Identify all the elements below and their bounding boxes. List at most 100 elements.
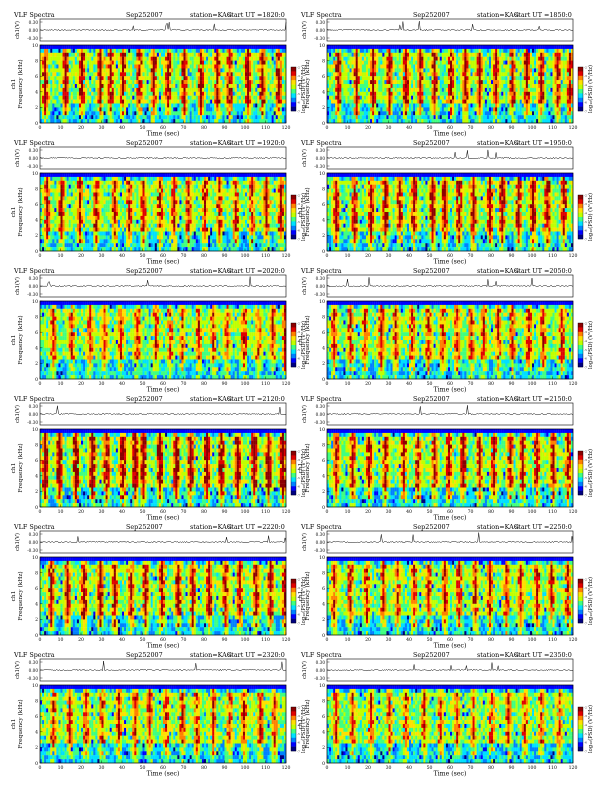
panel-station: station=KAG (190, 651, 232, 659)
colorbar-tick-label: -3 (297, 586, 300, 590)
x-tick-label: 40 (406, 509, 412, 515)
waveform-tick-label: -0.30 (314, 548, 325, 553)
colorbar-segment (578, 477, 583, 482)
y-axis-label: Frequency (kHz) (17, 699, 24, 748)
spectrogram-cells (327, 45, 573, 123)
colorbar-segment (578, 341, 583, 346)
colorbar-tick-label: -6 (297, 229, 300, 233)
x-tick-label: 50 (140, 509, 146, 515)
waveform-axis-label: ch1(V) (301, 533, 308, 551)
colorbar-tick-label: -7 (584, 237, 587, 241)
y-tick-label: 4 (35, 730, 38, 736)
x-tick-label: 100 (528, 509, 537, 515)
y-tick-label: 8 (35, 186, 38, 192)
waveform-axis-label: ch1(V) (301, 277, 308, 295)
waveform-tick-label: -0.30 (27, 292, 38, 297)
panel-start-time: start UT =2120:0 (228, 395, 285, 403)
colorbar-segment (578, 579, 583, 584)
colorbar-segment (291, 341, 296, 346)
panel-date: Sep252007 (126, 395, 163, 403)
x-tick-label: 20 (365, 381, 371, 387)
x-tick-label: 110 (548, 765, 557, 771)
colorbar-segment (291, 204, 296, 209)
colorbar-tick-label: -5 (584, 732, 587, 736)
x-tick-label: 20 (365, 765, 371, 771)
colorbar-tick-label: -7 (584, 621, 587, 625)
y-tick-label: 2 (35, 745, 38, 751)
y-tick-label: 8 (35, 58, 38, 64)
y-tick-label: 8 (322, 570, 325, 576)
x-tick-label: 40 (119, 253, 125, 259)
y-tick-label: 6 (322, 330, 325, 336)
colorbar-segment (291, 226, 296, 231)
colorbar-segment (291, 460, 296, 465)
colorbar-tick-label: -7 (297, 749, 300, 753)
colorbar-segment (578, 716, 583, 721)
colorbar-tick-label: -3 (584, 586, 587, 590)
x-tick-label: 30 (386, 253, 392, 259)
y-tick-label: 2 (35, 617, 38, 623)
y-tick-label: 6 (322, 74, 325, 80)
x-tick-label: 100 (528, 765, 537, 771)
colorbar-tick-label: -5 (584, 476, 587, 480)
colorbar-segment (291, 733, 296, 738)
colorbar-tick-label: -4 (584, 595, 587, 599)
x-tick-label: 70 (468, 509, 474, 515)
colorbar-segment (291, 451, 296, 456)
x-tick-label: 110 (548, 637, 557, 643)
colorbar-tick-label: -6 (584, 741, 587, 745)
x-tick-label: 70 (181, 765, 187, 771)
x-tick-label: 0 (39, 125, 42, 131)
panel-start-time: start UT =1950:0 (515, 139, 572, 147)
waveform-tick-label: -0.30 (314, 420, 325, 425)
colorbar-segment (291, 742, 296, 747)
y-tick-label: 8 (322, 698, 325, 704)
x-tick-label: 20 (365, 253, 371, 259)
x-tick-label: 110 (261, 125, 270, 131)
colorbar-tick-label: -2 (584, 65, 587, 69)
x-tick-label: 40 (406, 765, 412, 771)
x-axis-label: Time (sec) (434, 515, 467, 522)
spectrogram-cells (327, 685, 573, 763)
colorbar-segment (291, 473, 296, 478)
colorbar-segment (291, 605, 296, 610)
panel-title: VLF Spectra (300, 11, 342, 19)
x-tick-label: 10 (345, 381, 351, 387)
x-tick-label: 0 (326, 125, 329, 131)
y-tick-label: 4 (322, 730, 325, 736)
colorbar-segment (291, 583, 296, 588)
x-tick-label: 100 (241, 381, 250, 387)
x-tick-label: 20 (365, 509, 371, 515)
x-tick-label: 70 (181, 125, 187, 131)
y-tick-label: 10 (32, 683, 38, 689)
colorbar-segment (291, 469, 296, 474)
colorbar-tick-label: -2 (584, 449, 587, 453)
colorbar-segment (578, 725, 583, 730)
colorbar-segment (291, 98, 296, 103)
colorbar-segment (291, 102, 296, 107)
colorbar-segment (291, 93, 296, 98)
waveform-tick-label: 0.00 (316, 412, 326, 417)
colorbar-tick-label: -3 (297, 330, 300, 334)
x-tick-label: 70 (181, 381, 187, 387)
x-tick-label: 0 (326, 253, 329, 259)
panel-start-time: start UT =1920:0 (228, 139, 285, 147)
x-tick-label: 90 (222, 253, 228, 259)
colorbar-segment (578, 486, 583, 491)
colorbar-segment (291, 336, 296, 341)
x-tick-label: 80 (488, 125, 494, 131)
y-tick-label: 6 (35, 202, 38, 208)
panel-start-time: start UT =2020:0 (228, 267, 285, 275)
waveform-tick-label: -0.30 (27, 548, 38, 553)
x-tick-label: 100 (241, 765, 250, 771)
y-tick-label: 10 (32, 43, 38, 49)
x-tick-label: 0 (326, 509, 329, 515)
y-tick-label: 4 (35, 218, 38, 224)
x-tick-label: 50 (427, 253, 433, 259)
colorbar-segment (291, 358, 296, 363)
colorbar-tick-label: -6 (584, 101, 587, 105)
spectrogram-cells (40, 429, 286, 507)
colorbar-tick-label: -5 (297, 220, 300, 224)
colorbar-segment (578, 733, 583, 738)
